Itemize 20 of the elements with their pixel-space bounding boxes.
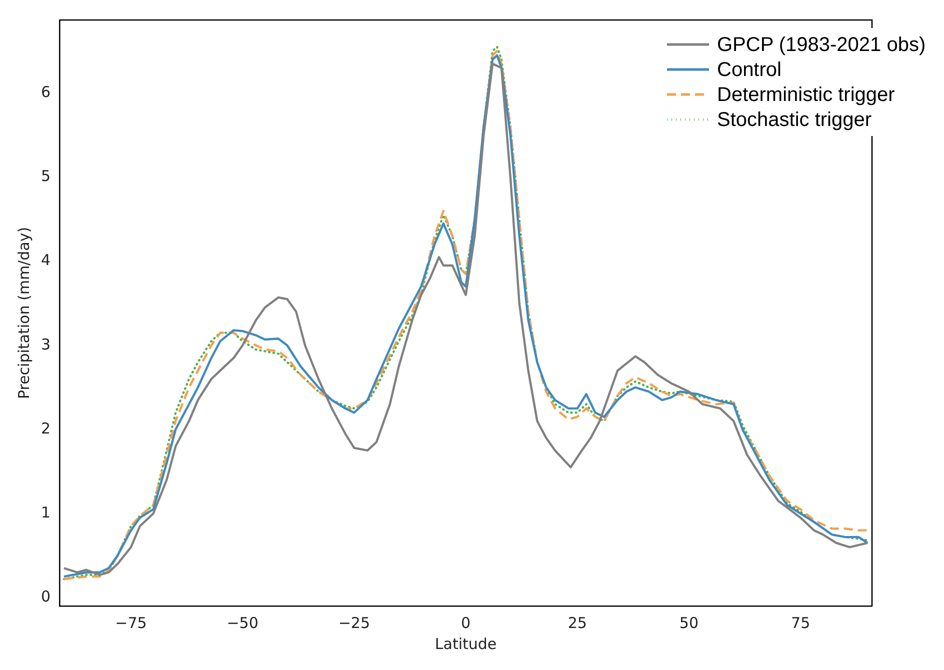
y-tick-label: 3 — [40, 335, 51, 354]
legend-label: Deterministic trigger — [716, 84, 896, 106]
x-tick-label: −25 — [338, 614, 370, 632]
x-axis-title: Latitude — [434, 634, 497, 653]
x-tick-label: −75 — [115, 614, 147, 632]
y-tick-label: 1 — [40, 503, 51, 522]
x-tick-label: −50 — [226, 614, 258, 632]
y-tick-label: 0 — [40, 587, 51, 606]
legend-label: Stochastic trigger — [716, 109, 872, 132]
legend-label: GPCP (1983-2021 obs) — [716, 34, 926, 56]
legend-label: Control — [716, 59, 782, 82]
y-tick-label: 6 — [40, 83, 51, 102]
x-tick-label: 75 — [791, 614, 810, 632]
x-tick-label: 0 — [461, 614, 471, 632]
x-tick-label: 25 — [568, 614, 587, 632]
x-tick-label: 50 — [679, 614, 699, 632]
y-axis-title: Precipitation (mm/day) — [14, 226, 33, 400]
y-tick-label: 5 — [40, 167, 51, 186]
y-tick-label: 4 — [40, 251, 51, 270]
y-tick-label: 2 — [40, 419, 51, 438]
